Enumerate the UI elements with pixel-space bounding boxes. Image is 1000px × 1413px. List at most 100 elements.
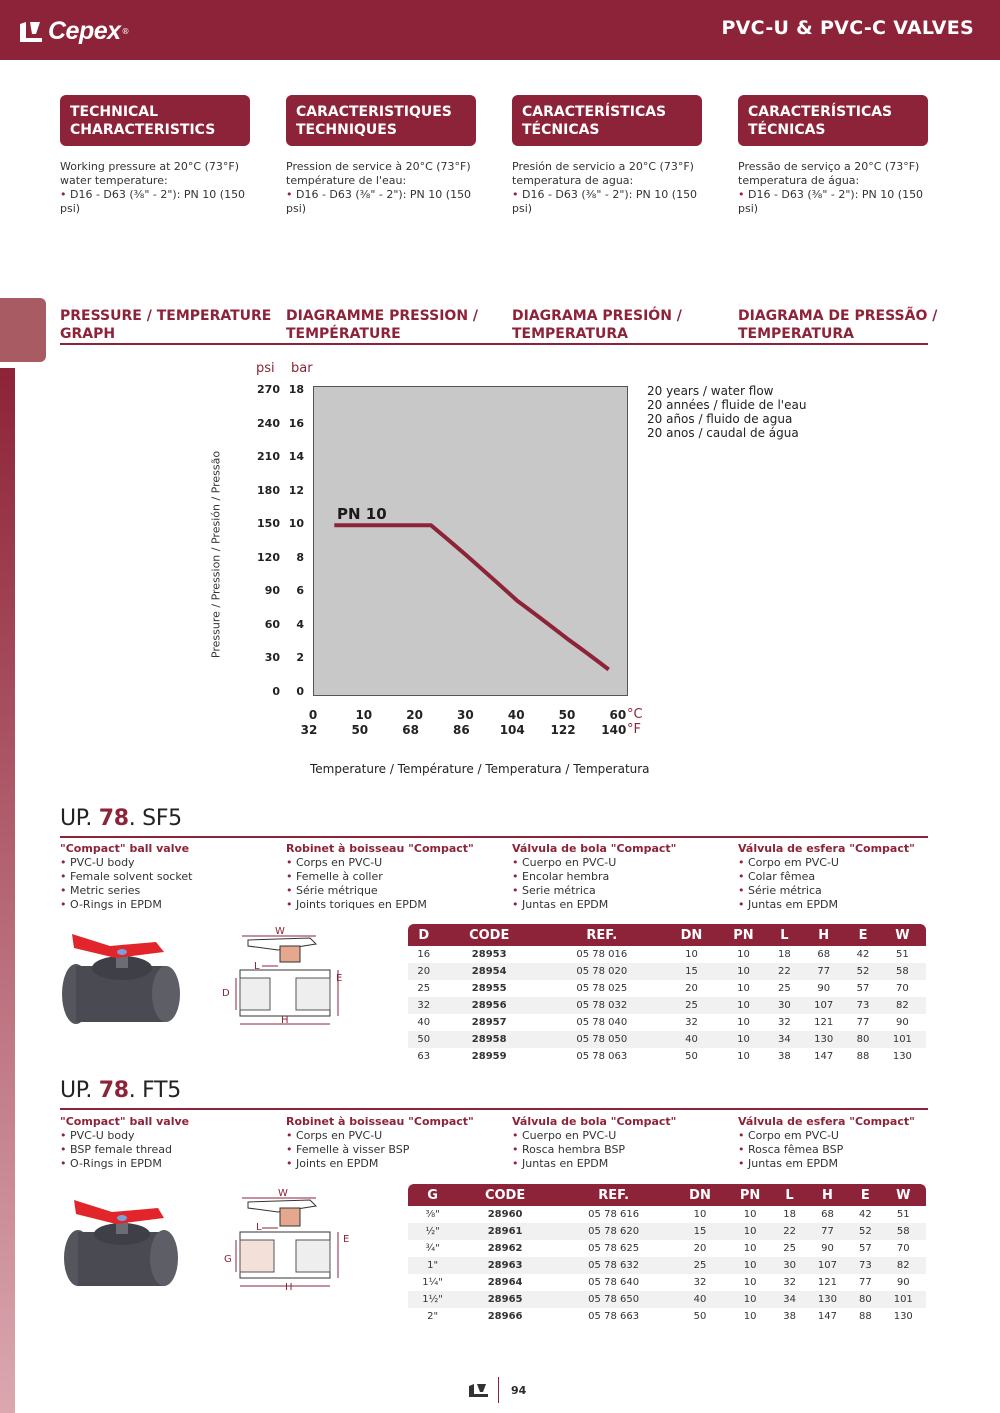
feature-item: O-Rings in EPDM [60, 1157, 280, 1171]
table-cell: 42 [856, 949, 870, 960]
table-cell: 42 [858, 1209, 872, 1220]
feature-item: Rosca hembra BSP [512, 1143, 732, 1157]
y-tick-bar: 8 [296, 550, 304, 564]
table-cell: 10 [743, 1277, 757, 1288]
table-cell: 22 [774, 1223, 805, 1240]
table-cell: 28960 [487, 1209, 523, 1220]
dim-w: W [278, 1188, 288, 1199]
table-cell: 88 [858, 1311, 872, 1322]
feature-item: PVC-U body [60, 1129, 280, 1143]
table-cell: 57 [858, 1243, 872, 1254]
product-code-number: 78 [98, 1078, 129, 1103]
table-cell: 10 [685, 949, 698, 960]
table-cell: 73 [850, 1257, 881, 1274]
column-header: DN [674, 1184, 726, 1206]
feature-col-fr: Robinet à boisseau "Compact" Corps en PV… [286, 842, 506, 912]
graph-head-es: DIAGRAMA PRESIÓN / TEMPERATURA [512, 308, 682, 342]
table-cell: 25 [664, 997, 719, 1014]
feature-item: Série métrique [286, 884, 506, 898]
table-cell: 28963 [457, 1257, 554, 1274]
feature-head: Robinet à boisseau "Compact" [286, 1115, 474, 1128]
feature-item: Metric series [60, 884, 280, 898]
spec-table-sf5: D CODE REF. DN PN L H E W 16 28953 05 78 016 10 10 18… [408, 924, 926, 1065]
table-cell: 34 [768, 1031, 801, 1048]
table-cell: 77 [804, 1223, 851, 1240]
x-tick-celsius: 30 [457, 708, 474, 722]
y-tick-psi: 180 [257, 483, 280, 497]
table-cell: 10 [737, 949, 750, 960]
y-tick-psi: 150 [257, 517, 280, 531]
product-rule [60, 1108, 928, 1110]
product-rule [60, 836, 928, 838]
tech-desc: Presión de servicio a 20°C (73°F) temper… [512, 160, 694, 187]
y-tick-bar: 14 [288, 450, 304, 464]
table-cell: 68 [817, 949, 831, 960]
table-cell: 28965 [457, 1291, 554, 1308]
column-header: E [850, 1184, 881, 1206]
table-cell: 28956 [439, 997, 539, 1014]
logo-mark-icon [20, 22, 42, 42]
table-cell: 22 [768, 963, 801, 980]
table-row: 50 28958 05 78 050 40 10 34 130 80 101 [408, 1031, 926, 1048]
y-tick-psi: 270 [257, 383, 280, 396]
feature-item: Corps en PVC-U [286, 856, 506, 870]
table-cell: 10 [737, 1051, 750, 1062]
tech-bullet-text: D16 - D63 (⅜" - 2"): PN 10 (150 psi) [738, 188, 924, 215]
feature-col-es: Válvula de bola "Compact" Cuerpo en PVC-… [512, 1115, 732, 1171]
table-cell: 25 [783, 1243, 796, 1254]
footer-divider [498, 1377, 499, 1403]
table-cell: 05 78 025 [576, 983, 628, 994]
column-header: W [880, 1184, 926, 1206]
table-cell: ¾" [425, 1243, 440, 1254]
table-cell: 32 [778, 1017, 791, 1028]
feature-item: Femelle à visser BSP [286, 1143, 506, 1157]
table-cell: 15 [664, 963, 719, 980]
tech-bullet: • D16 - D63 (⅜" - 2"): PN 10 (150 psi) [512, 188, 698, 215]
feature-item: Colar fêmea [738, 870, 958, 884]
y-tick-bar: 16 [288, 416, 304, 430]
dim-w: W [275, 926, 285, 937]
column-header: CODE [439, 924, 539, 946]
feature-item: Corpo em PVC-U [738, 856, 958, 870]
x-tick-celsius: 50 [558, 708, 576, 722]
y-tick-bar: 6 [296, 584, 304, 598]
note-line: 20 anos / caudal de água [647, 426, 799, 440]
table-cell: 28964 [487, 1277, 523, 1288]
table-cell: 38 [783, 1311, 796, 1322]
table-cell: 58 [880, 1223, 926, 1240]
product-code-prefix: UP. [60, 1078, 93, 1103]
table-cell: 05 78 663 [588, 1311, 640, 1322]
table-cell: 57 [856, 983, 870, 994]
tech-desc: Pressão de serviço a 20°C (73°F) tempera… [738, 160, 920, 187]
product-code-number: 78 [98, 806, 129, 831]
table-row: 20 28954 05 78 020 15 10 22 77 52 58 [408, 963, 926, 980]
feature-item: Cuerpo en PVC-U [512, 856, 732, 870]
x-tick-celsius: 40 [507, 708, 525, 722]
table-cell: 70 [896, 983, 909, 994]
table-cell: 70 [896, 1243, 910, 1254]
feature-item: Série métrica [738, 884, 958, 898]
column-header: G [408, 1184, 458, 1206]
table-cell: 80 [847, 1031, 879, 1048]
column-header: PN [725, 1184, 775, 1206]
table-cell: 10 [693, 1209, 707, 1220]
drawing-ft5 [235, 1197, 339, 1287]
feature-item: Juntas en EPDM [512, 898, 732, 912]
table-cell: 28966 [487, 1311, 523, 1322]
table-cell: 30 [768, 997, 801, 1014]
table-cell: 147 [817, 1311, 837, 1322]
table-cell: 10 [743, 1311, 757, 1322]
valve-photo-ft5 [64, 1200, 178, 1286]
x-tick-celsius: 10 [355, 708, 373, 722]
table-cell: 90 [821, 1243, 834, 1254]
table-cell: 28962 [487, 1243, 523, 1254]
table-row: 1" 28963 05 78 632 25 10 30 107 73 82 [408, 1257, 926, 1274]
table-row: 2" 28966 05 78 663 50 10 38 147 88 130 [408, 1308, 926, 1325]
y-tick-psi: 90 [264, 584, 280, 598]
x-tick-celsius: 20 [406, 708, 423, 722]
table-cell: 05 78 616 [588, 1209, 640, 1220]
feature-head: Válvula de esfera "Compact" [738, 842, 915, 855]
x-tick-fahrenheit: 50 [351, 723, 369, 737]
column-header: REF. [553, 1184, 675, 1206]
feature-item: Rosca fêmea BSP [738, 1143, 958, 1157]
